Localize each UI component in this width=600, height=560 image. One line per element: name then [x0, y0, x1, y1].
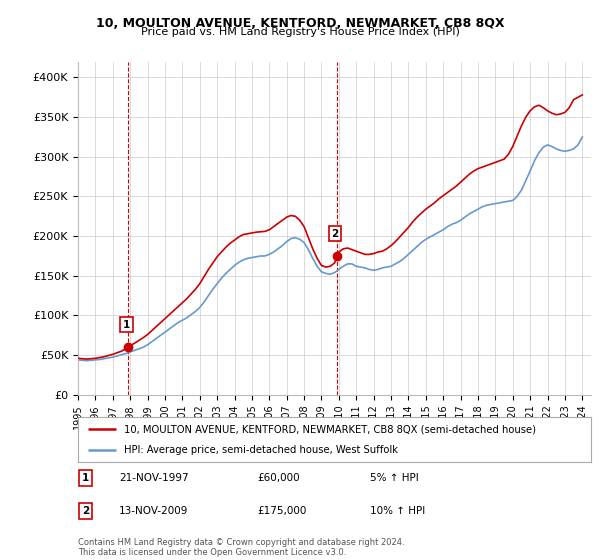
Text: 2: 2: [82, 506, 89, 516]
Text: HPI: Average price, semi-detached house, West Suffolk: HPI: Average price, semi-detached house,…: [124, 445, 398, 455]
Text: 2: 2: [331, 228, 338, 239]
Text: 10% ↑ HPI: 10% ↑ HPI: [370, 506, 425, 516]
Text: 21-NOV-1997: 21-NOV-1997: [119, 473, 188, 483]
Text: £175,000: £175,000: [257, 506, 307, 516]
Text: £60,000: £60,000: [257, 473, 300, 483]
Text: 10, MOULTON AVENUE, KENTFORD, NEWMARKET, CB8 8QX (semi-detached house): 10, MOULTON AVENUE, KENTFORD, NEWMARKET,…: [124, 424, 536, 435]
Text: 10, MOULTON AVENUE, KENTFORD, NEWMARKET, CB8 8QX: 10, MOULTON AVENUE, KENTFORD, NEWMARKET,…: [96, 17, 504, 30]
Text: 13-NOV-2009: 13-NOV-2009: [119, 506, 188, 516]
Text: 1: 1: [123, 320, 130, 330]
Text: Price paid vs. HM Land Registry's House Price Index (HPI): Price paid vs. HM Land Registry's House …: [140, 27, 460, 37]
Text: 5% ↑ HPI: 5% ↑ HPI: [370, 473, 419, 483]
Text: 1: 1: [82, 473, 89, 483]
Text: Contains HM Land Registry data © Crown copyright and database right 2024.
This d: Contains HM Land Registry data © Crown c…: [78, 538, 404, 557]
